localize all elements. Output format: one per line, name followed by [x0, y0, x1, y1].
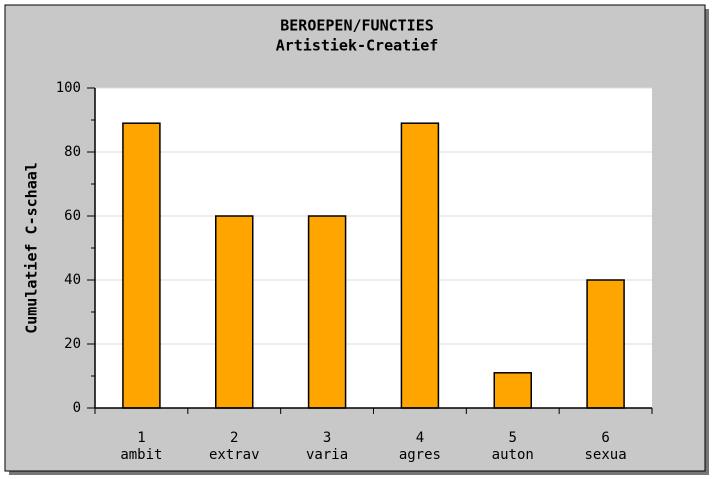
x-tick-number: 3: [323, 430, 331, 446]
x-tick-number: 1: [137, 430, 145, 446]
y-tick-label: 40: [64, 272, 81, 288]
x-tick-number: 6: [601, 430, 609, 446]
bar: [493, 372, 532, 409]
bar: [586, 279, 625, 409]
bar: [215, 215, 254, 409]
y-tick-label: 100: [56, 80, 81, 96]
chart-subtitle: Artistiek-Creatief: [276, 37, 439, 55]
x-tick-label: auton: [492, 447, 534, 463]
y-axis-label: Cumulatief C-schaal: [23, 162, 41, 334]
x-tick-number: 4: [416, 430, 424, 446]
x-tick-label: ambit: [120, 447, 162, 463]
x-tick-number: 2: [230, 430, 238, 446]
bar: [307, 215, 347, 409]
x-tick-label: extrav: [209, 447, 260, 463]
chart-title: BEROEPEN/FUNCTIES: [280, 17, 434, 35]
bar: [122, 122, 161, 409]
plot-area: [95, 88, 652, 408]
y-tick-label: 20: [64, 336, 81, 352]
bar: [400, 122, 440, 409]
x-tick-label: sexua: [585, 447, 627, 463]
x-tick-label: varia: [306, 447, 348, 463]
y-tick-label: 60: [64, 208, 81, 224]
y-tick-label: 80: [64, 144, 81, 160]
y-tick-label: 0: [73, 400, 81, 416]
x-tick-number: 5: [509, 430, 517, 446]
x-tick-label: agres: [399, 447, 441, 463]
